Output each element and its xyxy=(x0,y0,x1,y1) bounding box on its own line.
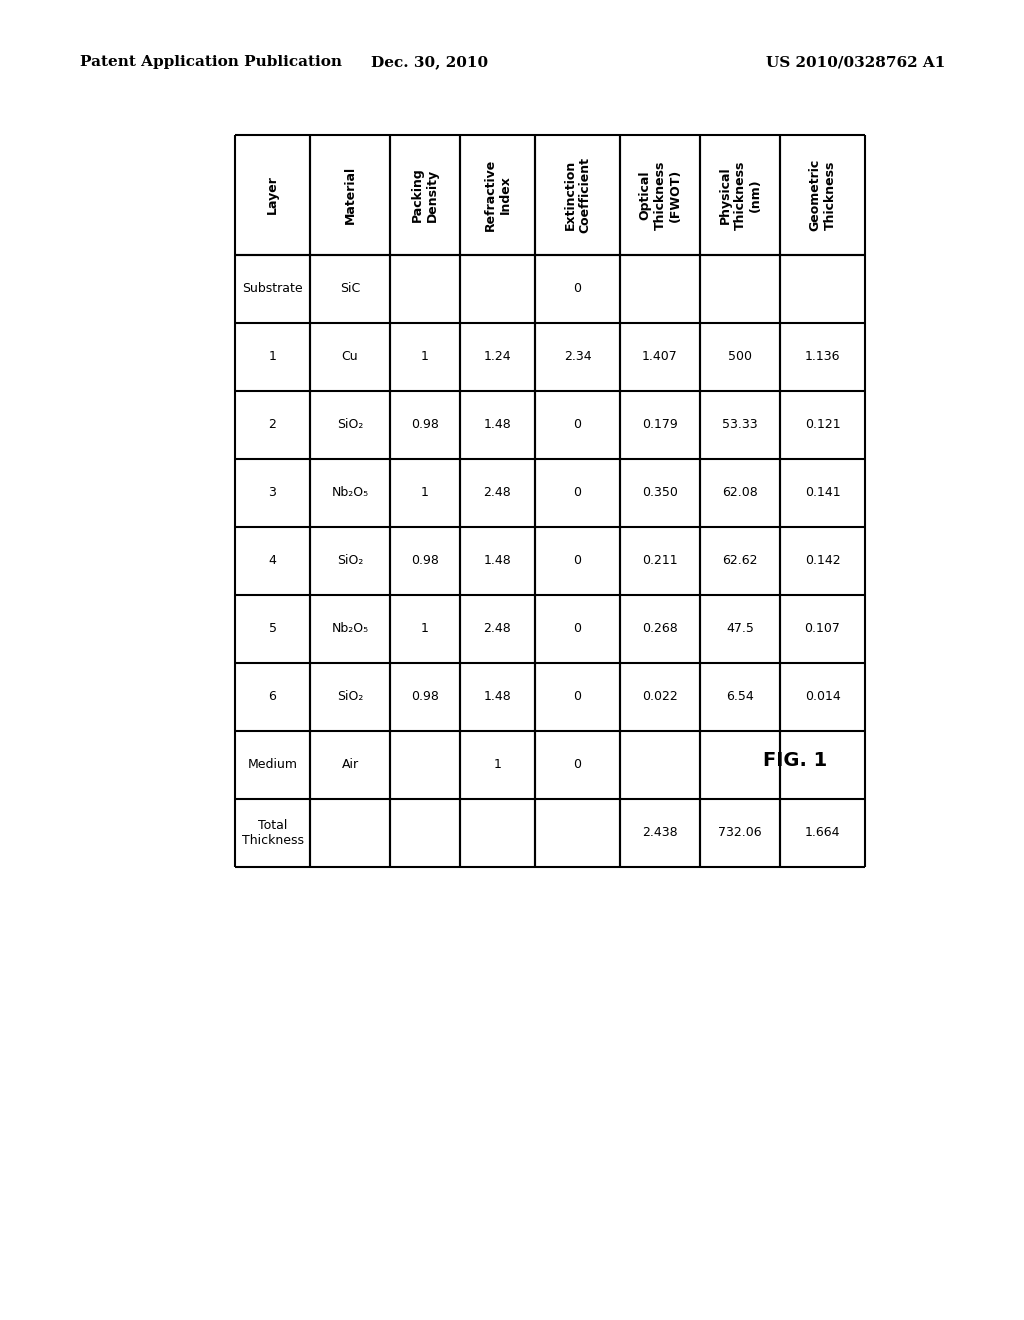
Text: Nb₂O₅: Nb₂O₅ xyxy=(332,487,369,499)
Text: 732.06: 732.06 xyxy=(718,826,762,840)
Text: 1: 1 xyxy=(421,487,429,499)
Text: 1.136: 1.136 xyxy=(805,351,841,363)
Text: 1: 1 xyxy=(494,759,502,771)
Text: 1.24: 1.24 xyxy=(483,351,511,363)
Text: 0: 0 xyxy=(573,623,582,635)
Text: 1.48: 1.48 xyxy=(483,690,511,704)
Text: 1: 1 xyxy=(421,351,429,363)
Text: Patent Application Publication: Patent Application Publication xyxy=(80,55,342,69)
Text: 0.350: 0.350 xyxy=(642,487,678,499)
Text: 0.107: 0.107 xyxy=(805,623,841,635)
Text: 62.62: 62.62 xyxy=(722,554,758,568)
Text: Optical
Thickness
(FWOT): Optical Thickness (FWOT) xyxy=(639,160,682,230)
Text: 1.664: 1.664 xyxy=(805,826,841,840)
Text: 0.98: 0.98 xyxy=(411,418,439,432)
Text: SiO₂: SiO₂ xyxy=(337,554,364,568)
Text: Layer: Layer xyxy=(266,176,279,214)
Text: SiO₂: SiO₂ xyxy=(337,418,364,432)
Text: 1.48: 1.48 xyxy=(483,418,511,432)
Text: 5: 5 xyxy=(268,623,276,635)
Text: 500: 500 xyxy=(728,351,752,363)
Text: 0.141: 0.141 xyxy=(805,487,841,499)
Text: SiC: SiC xyxy=(340,282,360,296)
Text: Packing
Density: Packing Density xyxy=(411,168,439,222)
Text: 1: 1 xyxy=(421,623,429,635)
Text: Air: Air xyxy=(341,759,358,771)
Text: Substrate: Substrate xyxy=(243,282,303,296)
Text: 1.48: 1.48 xyxy=(483,554,511,568)
Text: 0.268: 0.268 xyxy=(642,623,678,635)
Text: 0.211: 0.211 xyxy=(642,554,678,568)
Text: 0.98: 0.98 xyxy=(411,690,439,704)
Text: 0: 0 xyxy=(573,282,582,296)
Text: 2.48: 2.48 xyxy=(483,487,511,499)
Text: 53.33: 53.33 xyxy=(722,418,758,432)
Text: 2.438: 2.438 xyxy=(642,826,678,840)
Text: 62.08: 62.08 xyxy=(722,487,758,499)
Text: SiO₂: SiO₂ xyxy=(337,690,364,704)
Text: Physical
Thickness
(nm): Physical Thickness (nm) xyxy=(719,160,762,230)
Text: 0: 0 xyxy=(573,759,582,771)
Text: Dec. 30, 2010: Dec. 30, 2010 xyxy=(372,55,488,69)
Text: Material: Material xyxy=(343,166,356,224)
Text: Refractive
Index: Refractive Index xyxy=(483,158,512,231)
Text: 1.407: 1.407 xyxy=(642,351,678,363)
Text: Geometric
Thickness: Geometric Thickness xyxy=(809,158,837,231)
Text: Extinction
Coefficient: Extinction Coefficient xyxy=(563,157,592,234)
Text: Cu: Cu xyxy=(342,351,358,363)
Text: FIG. 1: FIG. 1 xyxy=(763,751,827,770)
Text: 0.98: 0.98 xyxy=(411,554,439,568)
Text: 6: 6 xyxy=(268,690,276,704)
Text: 47.5: 47.5 xyxy=(726,623,754,635)
Text: 0: 0 xyxy=(573,690,582,704)
Text: Total
Thickness: Total Thickness xyxy=(242,818,303,847)
Text: 2: 2 xyxy=(268,418,276,432)
Text: 1: 1 xyxy=(268,351,276,363)
Text: 0: 0 xyxy=(573,418,582,432)
Text: 0.014: 0.014 xyxy=(805,690,841,704)
Text: 0: 0 xyxy=(573,554,582,568)
Text: 0.179: 0.179 xyxy=(642,418,678,432)
Text: 4: 4 xyxy=(268,554,276,568)
Text: Nb₂O₅: Nb₂O₅ xyxy=(332,623,369,635)
Text: 2.48: 2.48 xyxy=(483,623,511,635)
Text: 2.34: 2.34 xyxy=(563,351,591,363)
Text: 3: 3 xyxy=(268,487,276,499)
Text: 0.121: 0.121 xyxy=(805,418,841,432)
Text: 0: 0 xyxy=(573,487,582,499)
Text: 0.142: 0.142 xyxy=(805,554,841,568)
Text: 0.022: 0.022 xyxy=(642,690,678,704)
Text: US 2010/0328762 A1: US 2010/0328762 A1 xyxy=(766,55,945,69)
Text: 6.54: 6.54 xyxy=(726,690,754,704)
Text: Medium: Medium xyxy=(248,759,298,771)
